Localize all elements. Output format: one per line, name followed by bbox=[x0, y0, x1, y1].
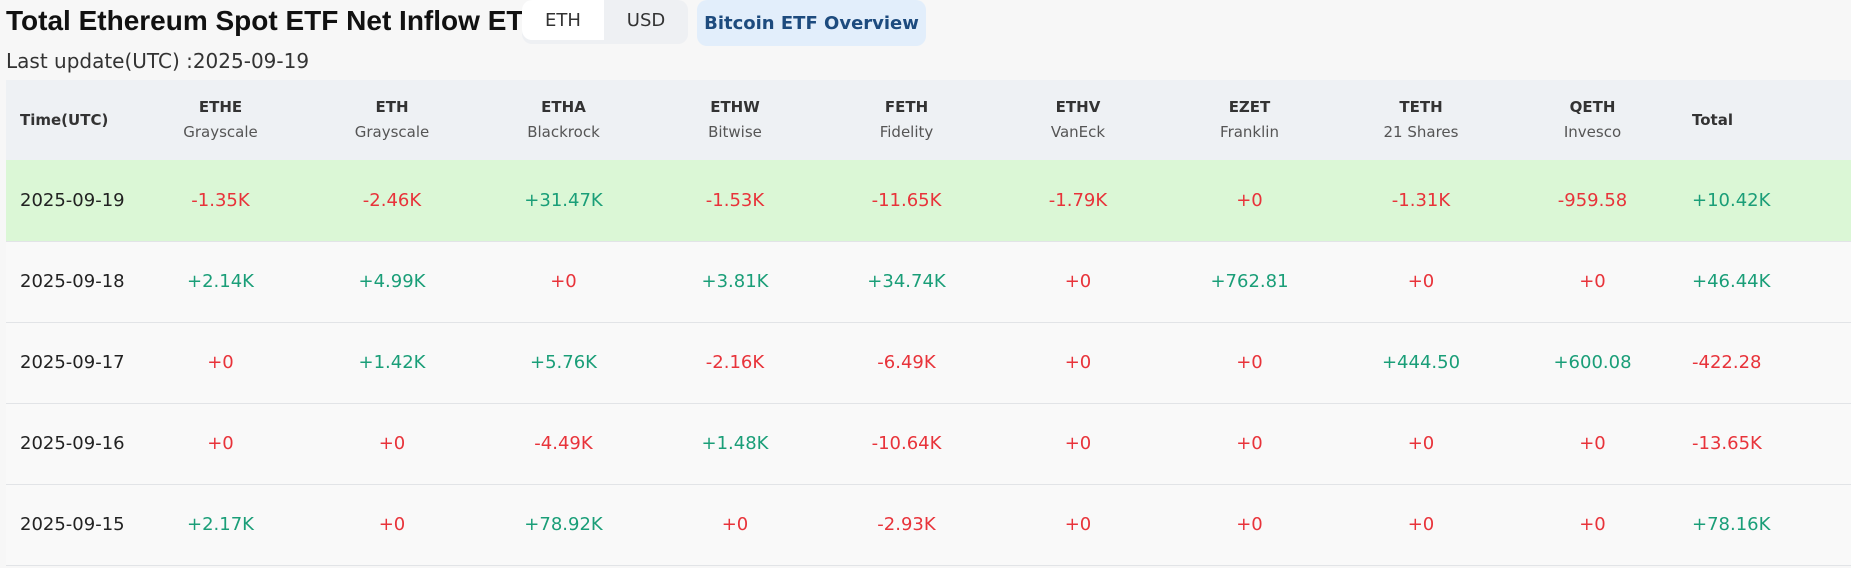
flow-cell: +0 bbox=[1236, 433, 1263, 454]
fund-ticker: ETHE bbox=[198, 98, 243, 116]
fund-ticker: QETH bbox=[1569, 98, 1616, 116]
flow-cell: +1.42K bbox=[358, 352, 426, 373]
flow-cell: +762.81 bbox=[1210, 271, 1289, 292]
table-header-row: Time(UTC) ETHE Grayscale ETH Grayscale ETH… bbox=[6, 80, 1851, 160]
fund-column-header: TETH 21 Shares bbox=[1335, 80, 1507, 160]
fund-ticker: TETH bbox=[1399, 98, 1443, 116]
table-row: 2025-09-16 +0 +0 -4.49K +1.48K -10.64K +… bbox=[6, 403, 1851, 484]
total-cell: -422.28 bbox=[1692, 352, 1762, 373]
date-cell: 2025-09-17 bbox=[20, 352, 125, 373]
flow-cell: +2.14K bbox=[187, 271, 254, 292]
flow-cell: -11.65K bbox=[871, 189, 942, 211]
fund-column-header: EZET Franklin bbox=[1164, 80, 1335, 160]
flow-cell: +0 bbox=[207, 352, 234, 373]
flow-cell: +0 bbox=[1236, 352, 1263, 373]
flow-cell: +78.92K bbox=[524, 514, 603, 535]
fund-ticker: ETHA bbox=[541, 98, 586, 116]
date-cell: 2025-09-18 bbox=[20, 271, 125, 292]
flow-cell: +31.47K bbox=[524, 189, 603, 211]
flow-cell: -959.58 bbox=[1557, 189, 1628, 211]
fund-issuer: Grayscale bbox=[183, 123, 258, 141]
flow-cell: +0 bbox=[1064, 271, 1092, 292]
unit-usd-option[interactable]: USD bbox=[626, 9, 666, 31]
total-cell: +10.42K bbox=[1692, 189, 1771, 211]
fund-column-header: ETHW Bitwise bbox=[649, 80, 821, 160]
fund-column-header: ETH Grayscale bbox=[306, 80, 478, 160]
fund-ticker: ETHV bbox=[1055, 98, 1101, 116]
flow-cell: +0 bbox=[1407, 514, 1435, 535]
flow-cell: +5.76K bbox=[530, 352, 597, 373]
fund-column-header: ETHV VanEck bbox=[992, 80, 1164, 160]
flow-cell: +0 bbox=[1236, 189, 1263, 211]
flow-cell: +0 bbox=[1064, 514, 1092, 535]
fund-issuer: Franklin bbox=[1220, 123, 1279, 141]
flow-cell: +1.48K bbox=[701, 433, 769, 454]
fund-column-header: QETH Invesco bbox=[1507, 80, 1678, 160]
fund-issuer: Bitwise bbox=[708, 123, 762, 141]
fund-column-header: FETH Fidelity bbox=[821, 80, 992, 160]
flow-cell: +0 bbox=[550, 271, 577, 292]
flow-cell: -1.31K bbox=[1391, 189, 1451, 211]
fund-issuer: Blackrock bbox=[527, 123, 600, 141]
total-cell: -13.65K bbox=[1692, 433, 1762, 454]
etf-flow-table: Time(UTC) ETHE Grayscale ETH Grayscale ETH… bbox=[6, 80, 1851, 566]
flow-cell: -1.79K bbox=[1048, 189, 1108, 211]
flow-cell: +0 bbox=[1064, 352, 1092, 373]
flow-cell: +0 bbox=[1407, 271, 1435, 292]
date-cell: 2025-09-19 bbox=[20, 189, 125, 211]
date-cell: 2025-09-16 bbox=[20, 433, 125, 454]
flow-cell: -2.46K bbox=[362, 189, 422, 211]
table-row: 2025-09-19 -1.35K -2.46K +31.47K -1.53K … bbox=[6, 160, 1851, 241]
flow-cell: -10.64K bbox=[871, 433, 942, 454]
fund-column-header: ETHA Blackrock bbox=[478, 80, 649, 160]
flow-cell: +600.08 bbox=[1553, 352, 1632, 373]
flow-cell: +0 bbox=[378, 514, 406, 535]
flow-cell: -6.49K bbox=[877, 352, 936, 373]
flow-cell: -4.49K bbox=[534, 433, 593, 454]
last-update-text: Last update(UTC) :2025-09-19 bbox=[6, 49, 310, 73]
bitcoin-etf-overview-button[interactable]: Bitcoin ETF Overview bbox=[697, 0, 926, 46]
flow-cell: +0 bbox=[1579, 433, 1606, 454]
flow-cell: +34.74K bbox=[867, 271, 946, 292]
flow-cell: +3.81K bbox=[701, 271, 769, 292]
unit-eth-option[interactable]: ETH bbox=[522, 0, 604, 40]
flow-cell: +0 bbox=[1064, 433, 1092, 454]
fund-ticker: ETH bbox=[375, 98, 409, 116]
table-row: 2025-09-17 +0 +1.42K +5.76K -2.16K -6.49… bbox=[6, 322, 1851, 403]
flow-cell: -2.16K bbox=[705, 352, 765, 373]
time-column-header: Time(UTC) bbox=[20, 111, 109, 129]
flow-cell: +0 bbox=[1407, 433, 1435, 454]
flow-cell: +0 bbox=[378, 433, 406, 454]
flow-cell: -2.93K bbox=[877, 514, 936, 535]
date-cell: 2025-09-15 bbox=[20, 514, 125, 535]
page-title: Total Ethereum Spot ETF Net Inflow ETH bbox=[6, 5, 544, 36]
fund-ticker: FETH bbox=[884, 98, 929, 116]
fund-ticker: EZET bbox=[1228, 98, 1271, 116]
fund-issuer: Invesco bbox=[1563, 123, 1622, 141]
total-cell: +78.16K bbox=[1692, 514, 1771, 535]
flow-cell: +0 bbox=[1579, 271, 1606, 292]
flow-cell: +2.17K bbox=[187, 514, 254, 535]
page-header: Total Ethereum Spot ETF Net Inflow ETH E… bbox=[0, 0, 1851, 80]
fund-issuer: Grayscale bbox=[354, 123, 430, 141]
flow-cell: +444.50 bbox=[1381, 352, 1461, 373]
flow-cell: +0 bbox=[1236, 514, 1263, 535]
fund-ticker: ETHW bbox=[710, 98, 760, 116]
flow-cell: -1.35K bbox=[191, 189, 250, 211]
fund-issuer: VanEck bbox=[1050, 123, 1106, 141]
total-cell: +46.44K bbox=[1692, 271, 1771, 292]
total-column-header: Total bbox=[1692, 111, 1733, 129]
fund-column-header: ETHE Grayscale bbox=[135, 80, 306, 160]
flow-cell: +0 bbox=[1579, 514, 1606, 535]
fund-issuer: Fidelity bbox=[879, 123, 934, 141]
unit-toggle[interactable]: ETH USD bbox=[522, 0, 688, 44]
table-row: 2025-09-15 +2.17K +0 +78.92K +0 -2.93K +… bbox=[6, 484, 1851, 565]
table-row: 2025-09-18 +2.14K +4.99K +0 +3.81K +34.7… bbox=[6, 241, 1851, 322]
fund-issuer: 21 Shares bbox=[1383, 123, 1459, 141]
flow-cell: +0 bbox=[207, 433, 234, 454]
flow-cell: +0 bbox=[721, 514, 749, 535]
flow-cell: -1.53K bbox=[705, 189, 765, 211]
flow-cell: +4.99K bbox=[358, 271, 426, 292]
